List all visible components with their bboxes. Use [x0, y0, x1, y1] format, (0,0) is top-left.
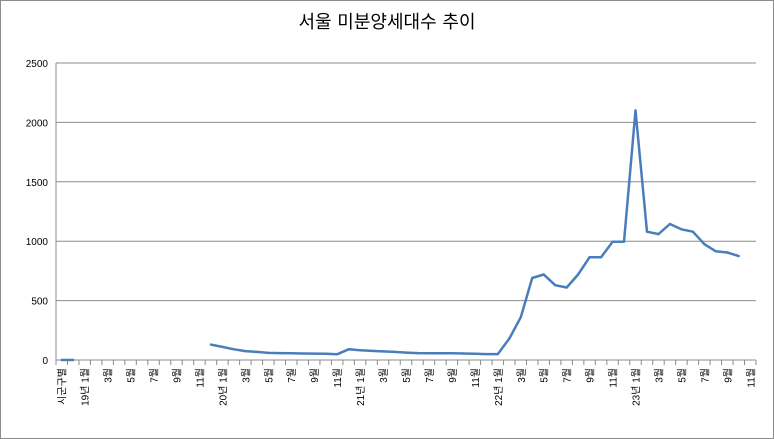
data-point — [508, 337, 511, 340]
x-tick-label: 7월 — [562, 368, 574, 383]
data-point — [290, 352, 293, 355]
x-tick-label: 7월 — [286, 368, 298, 383]
data-point — [576, 273, 580, 276]
data-point — [737, 254, 740, 258]
x-tick-label: 23년 1월 — [631, 368, 643, 406]
x-tick-label: 11월 — [470, 368, 482, 388]
axes — [55, 63, 757, 365]
data-point — [358, 349, 362, 352]
data-point — [519, 316, 522, 319]
data-point — [462, 352, 465, 355]
data-point — [301, 352, 304, 355]
data-point — [634, 109, 637, 112]
y-tick-label: 2500 — [26, 59, 49, 70]
data-point — [714, 250, 717, 253]
data-point — [278, 351, 281, 355]
x-tick-label: 5월 — [676, 368, 688, 383]
data-point — [439, 352, 442, 355]
x-tick-label: 9월 — [172, 368, 184, 383]
data-point — [645, 230, 649, 233]
data-point — [244, 349, 247, 353]
data-point — [542, 273, 545, 276]
data-point — [232, 348, 236, 351]
x-tick-labels: 시군구별 19년 1월 3월 5월 7월 9월 11월 20년 1월 3월 5월 7월 9월 11월 21… — [57, 368, 758, 406]
data-point — [370, 349, 373, 353]
data-point — [450, 352, 454, 355]
x-tick-label: 3월 — [240, 368, 252, 383]
data-point — [668, 222, 672, 226]
x-tick-label: 9월 — [585, 368, 597, 383]
data-point — [221, 345, 224, 349]
y-tick-label: 1000 — [26, 237, 49, 248]
data-point — [726, 251, 729, 254]
data-point — [72, 358, 75, 362]
data-point — [335, 353, 339, 356]
x-tick-label: 5월 — [126, 368, 138, 383]
series-line — [210, 109, 740, 356]
data-point — [496, 352, 499, 356]
chart-title: 서울 미분양세대수 추이 — [298, 12, 476, 33]
y-tick-label: 0 — [42, 356, 48, 367]
x-tick-label: 시군구별 — [57, 368, 69, 405]
x-tick-label: 19년 1월 — [80, 368, 92, 406]
x-tick-label: 9월 — [722, 368, 734, 383]
x-tick-label: 22년 1월 — [493, 368, 505, 406]
data-point — [393, 350, 396, 354]
x-tick-label: 21년 1월 — [355, 368, 367, 406]
x-tick-label: 5월 — [401, 368, 413, 383]
x-tick-label: 7월 — [149, 368, 161, 383]
data-point — [313, 352, 316, 355]
data-point — [680, 228, 683, 231]
data-point — [531, 276, 534, 280]
x-tick-label: 3월 — [516, 368, 528, 383]
x-tick-label: 5월 — [539, 368, 551, 383]
series-layer — [60, 109, 740, 362]
data-point — [427, 352, 431, 355]
x-tick-label: 9월 — [309, 368, 321, 383]
y-tick-label: 1500 — [26, 178, 49, 189]
data-point — [611, 240, 614, 243]
data-point — [485, 352, 488, 356]
data-point — [209, 343, 213, 346]
x-tick-label: 7월 — [424, 368, 436, 383]
gridlines — [56, 62, 756, 302]
data-point — [347, 348, 350, 351]
data-point — [588, 256, 591, 259]
x-tick-label: 11월 — [332, 368, 344, 388]
data-point — [599, 256, 603, 259]
x-tick-label: 3월 — [103, 368, 115, 383]
x-tick-label: 7월 — [699, 368, 711, 383]
data-point — [565, 286, 568, 289]
y-tick-labels: 0 500 1000 1500 2000 2500 — [26, 59, 49, 367]
data-point — [404, 351, 408, 354]
x-tick-label: 9월 — [447, 368, 459, 383]
data-point — [60, 358, 63, 362]
x-tick-label: 11월 — [194, 368, 206, 388]
x-tick-label: 11월 — [745, 368, 757, 388]
data-point — [703, 243, 706, 246]
data-point — [473, 352, 477, 355]
data-point — [416, 351, 419, 355]
y-tick-label: 500 — [31, 297, 48, 308]
x-tick-label: 5월 — [263, 368, 275, 383]
y-tick-label: 2000 — [26, 118, 49, 129]
data-point — [255, 350, 258, 354]
x-tick-label: 3월 — [378, 368, 390, 383]
data-point — [324, 352, 327, 355]
x-tick-label: 20년 1월 — [217, 368, 229, 406]
data-point — [267, 351, 270, 355]
data-point — [657, 232, 660, 236]
x-tick-label: 11월 — [608, 368, 620, 388]
data-point — [554, 284, 557, 287]
data-point — [622, 240, 626, 243]
x-tick-label: 3월 — [654, 368, 666, 383]
data-point — [691, 230, 695, 233]
data-point — [381, 350, 385, 353]
